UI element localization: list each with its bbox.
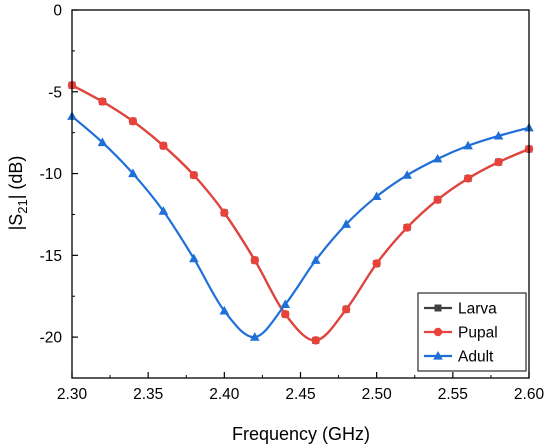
data-point-pupal bbox=[402, 223, 412, 232]
x-axis-title: Frequency (GHz) bbox=[232, 424, 370, 444]
y-tick-label: -10 bbox=[40, 166, 63, 183]
data-point-pupal bbox=[342, 305, 351, 314]
data-point-adult bbox=[310, 255, 321, 264]
series-line-pupal bbox=[71, 84, 530, 342]
y-tick-label: 0 bbox=[53, 3, 62, 20]
series-line-adult bbox=[71, 115, 530, 339]
data-point-adult bbox=[280, 299, 291, 308]
legend-marker-pupal bbox=[433, 327, 443, 337]
data-point-pupal bbox=[128, 117, 138, 126]
data-point-adult bbox=[97, 137, 108, 147]
data-point-adult bbox=[402, 170, 412, 179]
y-axis-title: |S21| (dB) bbox=[6, 156, 30, 231]
data-point-adult bbox=[158, 206, 169, 215]
data-point-adult bbox=[219, 305, 230, 315]
data-point-pupal bbox=[463, 174, 473, 183]
y-axis-title-subscript: 21 bbox=[15, 199, 30, 213]
data-point-pupal bbox=[98, 97, 107, 106]
plot-layer bbox=[67, 81, 534, 345]
x-tick-label: 2.30 bbox=[57, 386, 88, 403]
data-point-pupal bbox=[311, 336, 320, 345]
data-point-pupal bbox=[433, 195, 442, 204]
x-tick-label: 2.45 bbox=[285, 386, 315, 403]
legend-marker-adult bbox=[433, 351, 443, 360]
x-tick-label: 2.60 bbox=[514, 386, 545, 403]
legend-marker-larva bbox=[434, 304, 442, 312]
data-point-pupal bbox=[159, 141, 168, 150]
data-point-adult bbox=[493, 130, 504, 140]
data-point-pupal bbox=[220, 208, 229, 218]
data-point-adult bbox=[128, 168, 138, 178]
legend: Larva Pupal Adult bbox=[417, 292, 527, 372]
x-tick-label: 2.50 bbox=[362, 386, 393, 403]
y-axis-title-main: |S bbox=[6, 214, 26, 231]
legend-label-larva: Larva bbox=[458, 301, 497, 318]
x-tick-label: 2.40 bbox=[209, 386, 240, 403]
legend-entry-adult: Adult bbox=[424, 349, 494, 366]
legend-label-adult: Adult bbox=[458, 349, 494, 366]
y-axis-title-tail: | (dB) bbox=[6, 156, 26, 200]
x-tick-label: 2.35 bbox=[133, 386, 163, 403]
data-point-adult bbox=[341, 219, 351, 228]
data-point-pupal bbox=[281, 310, 290, 319]
data-point-pupal bbox=[494, 157, 503, 167]
data-point-adult bbox=[189, 253, 199, 263]
legend-label-pupal: Pupal bbox=[458, 325, 498, 342]
series-pupal bbox=[67, 81, 534, 345]
legend-entry-larva: Larva bbox=[424, 301, 497, 318]
y-tick-label: -5 bbox=[48, 84, 62, 101]
data-point-adult bbox=[250, 332, 260, 341]
x-tick-label: 2.55 bbox=[438, 386, 468, 403]
data-point-adult bbox=[371, 191, 382, 201]
axes-layer: 2.30 2.35 2.40 2.45 2.50 2.55 2.60 0 -5 -10 -15 -20 bbox=[40, 3, 545, 404]
legend-entry-pupal: Pupal bbox=[424, 325, 498, 342]
data-point-adult bbox=[432, 153, 443, 163]
data-point-pupal bbox=[250, 256, 259, 265]
series-adult bbox=[67, 111, 534, 341]
data-point-adult bbox=[463, 140, 473, 150]
y-tick-label: -15 bbox=[40, 248, 62, 265]
data-point-pupal bbox=[372, 259, 381, 268]
data-point-pupal bbox=[189, 170, 199, 180]
y-tick-label: -20 bbox=[40, 330, 63, 347]
